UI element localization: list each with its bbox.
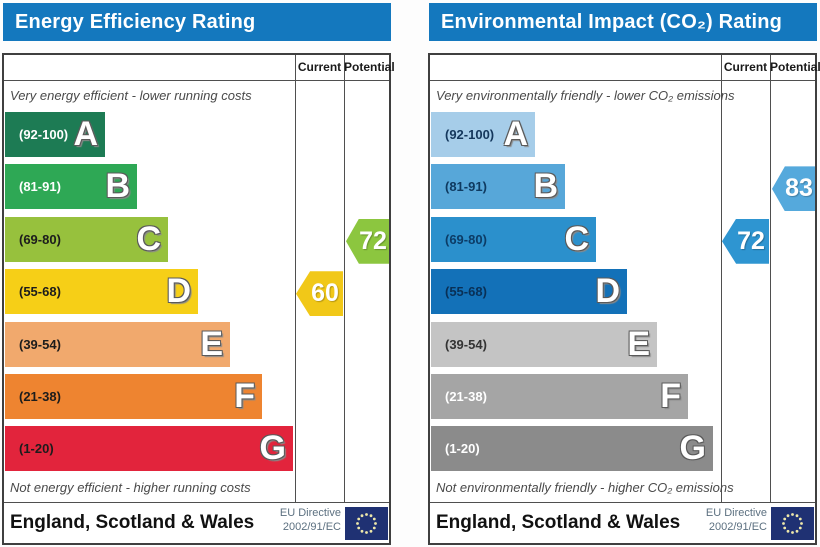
band-letter: C xyxy=(136,219,161,258)
band-range-label: (69-80) xyxy=(19,231,61,247)
eu-directive-line2: 2002/91/EC xyxy=(708,521,767,534)
band-letter: G xyxy=(679,429,706,468)
top-caption: Very energy efficient - lower running co… xyxy=(10,88,252,103)
band-range-label: (92-100) xyxy=(445,127,495,142)
band-f: (21-38) F xyxy=(5,374,262,419)
eu-directive-label: EU Directive 2002/91/EC xyxy=(667,506,767,535)
band-a: (92-100) A xyxy=(5,112,105,157)
band-d: (55-68) D xyxy=(431,269,627,315)
eu-flag-stars xyxy=(782,513,803,534)
environmental-impact-panel: Environmental Impact (CO₂) Rating Curren… xyxy=(426,0,820,547)
band-letter: A xyxy=(503,115,528,153)
band-range-label: (55-68) xyxy=(445,284,487,300)
band-f: (21-38) F xyxy=(431,374,688,419)
eu-directive-line1: EU Directive xyxy=(279,507,341,519)
band-letter: B xyxy=(105,167,130,206)
current-rating-arrow: 72 xyxy=(722,218,769,264)
header-row-divider xyxy=(430,80,815,81)
band-range-label: (81-91) xyxy=(19,179,61,195)
band-c: (69-80) C xyxy=(431,216,596,262)
band-range-label: (39-54) xyxy=(19,336,61,352)
environmental-impact-title: Environmental Impact (CO₂) Rating xyxy=(441,10,783,33)
header-row-divider xyxy=(4,80,389,81)
band-range-label: (81-91) xyxy=(445,179,487,195)
band-c: (69-80) C xyxy=(5,216,168,262)
band-g: (1-20) G xyxy=(5,426,293,472)
eu-flag-stars xyxy=(356,513,377,534)
bottom-caption: Not environmentally friendly - higher CO… xyxy=(436,480,734,495)
band-e: (39-54) E xyxy=(431,321,657,367)
potential-rating-arrow: 83 xyxy=(772,166,815,212)
potential-column-header: Potential xyxy=(770,60,820,74)
band-letter: E xyxy=(200,324,223,363)
band-letter: G xyxy=(259,429,286,468)
eu-directive-label: EU Directive 2002/91/EC xyxy=(241,506,341,535)
footer-region-label: England, Scotland & Wales xyxy=(10,511,255,533)
current-column-divider xyxy=(721,55,722,502)
band-letter: F xyxy=(234,377,255,415)
top-caption: Very environmentally friendly - lower CO… xyxy=(436,88,735,103)
band-g: (1-20) G xyxy=(431,426,713,472)
band-letter: E xyxy=(627,324,650,363)
energy-efficiency-panel: Energy Efficiency Rating Current Potenti… xyxy=(0,0,395,547)
potential-column-header: Potential xyxy=(344,60,395,74)
band-range-label: (39-54) xyxy=(445,336,487,352)
band-d: (55-68) D xyxy=(5,269,198,315)
band-letter: D xyxy=(595,272,620,311)
current-rating-arrow: 60 xyxy=(296,271,343,317)
energy-efficiency-table: Current Potential Very energy efficient … xyxy=(2,53,395,545)
band-range-label: (1-20) xyxy=(445,441,480,457)
band-letter: C xyxy=(564,219,589,258)
band-range-label: (21-38) xyxy=(445,389,487,404)
environmental-impact-table: Current Potential Very environmentally f… xyxy=(428,53,820,545)
eu-flag-icon xyxy=(771,507,814,540)
potential-column-divider xyxy=(344,55,345,502)
energy-efficiency-header: Energy Efficiency Rating xyxy=(3,3,391,41)
potential-column-divider xyxy=(770,55,771,502)
footer-row-divider xyxy=(430,502,815,503)
band-range-label: (1-20) xyxy=(19,441,54,457)
energy-efficiency-title: Energy Efficiency Rating xyxy=(15,10,256,33)
band-range-label: (21-38) xyxy=(19,389,61,404)
band-e: (39-54) E xyxy=(5,321,230,367)
band-range-label: (55-68) xyxy=(19,284,61,300)
band-a: (92-100) A xyxy=(431,112,535,157)
current-column-header: Current xyxy=(297,60,342,74)
bottom-caption: Not energy efficient - higher running co… xyxy=(10,480,251,495)
environmental-impact-header: Environmental Impact (CO₂) Rating xyxy=(429,3,817,41)
eu-directive-line2: 2002/91/EC xyxy=(282,521,341,534)
band-letter: D xyxy=(166,272,191,311)
band-range-label: (69-80) xyxy=(445,231,487,247)
band-range-label: (92-100) xyxy=(19,127,69,142)
eu-flag-icon xyxy=(345,507,388,540)
footer-region-label: England, Scotland & Wales xyxy=(436,511,681,533)
potential-rating-arrow: 72 xyxy=(346,218,389,264)
band-b: (81-91) B xyxy=(5,164,137,210)
band-letter: A xyxy=(73,115,98,153)
current-column-divider xyxy=(295,55,296,502)
footer-row-divider xyxy=(4,502,389,503)
band-b: (81-91) B xyxy=(431,164,565,210)
current-column-header: Current xyxy=(723,60,768,74)
band-letter: F xyxy=(660,377,681,415)
band-letter: B xyxy=(533,167,558,206)
eu-directive-line1: EU Directive xyxy=(705,507,767,519)
